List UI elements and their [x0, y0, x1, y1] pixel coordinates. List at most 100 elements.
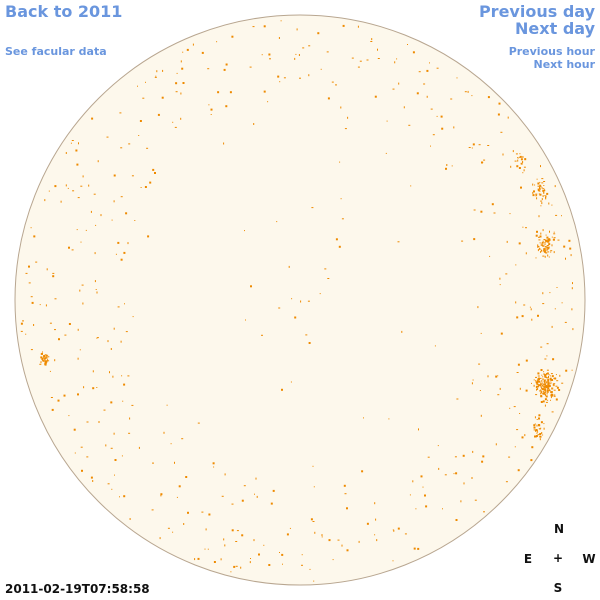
facula-point: [134, 220, 136, 221]
facula-point: [413, 547, 416, 550]
facula-point: [44, 358, 46, 361]
facula-point: [80, 185, 83, 187]
facula-point: [544, 375, 547, 378]
facula-point: [430, 108, 433, 110]
facula-point: [166, 404, 168, 406]
facula-point: [71, 140, 74, 141]
facula-point: [74, 452, 76, 454]
facula-point: [540, 205, 542, 207]
facula-point: [497, 375, 499, 377]
facula-point: [537, 185, 540, 187]
facula-point: [110, 401, 113, 404]
facula-point: [252, 26, 255, 28]
facula-point: [545, 234, 547, 236]
facula-point: [25, 333, 27, 335]
facula-point: [544, 255, 546, 258]
facula-point: [43, 355, 46, 357]
facula-point: [314, 531, 316, 534]
facula-point: [450, 98, 453, 100]
facula-point: [538, 193, 540, 195]
facula-point: [502, 153, 504, 156]
facula-point: [532, 194, 535, 197]
facula-point: [522, 156, 524, 158]
back-to-year-link[interactable]: Back to 2011: [5, 2, 123, 21]
facula-point: [472, 143, 475, 146]
facula-point: [536, 431, 538, 433]
facula-point: [534, 423, 536, 425]
facula-point: [301, 564, 303, 566]
facula-point: [91, 117, 94, 120]
facula-point: [77, 197, 80, 199]
facula-point: [472, 379, 474, 381]
facula-point: [386, 120, 388, 122]
previous-hour-link[interactable]: Previous hour: [508, 45, 595, 58]
facula-point: [20, 322, 23, 325]
facula-point: [547, 381, 549, 383]
next-day-link[interactable]: Next day: [515, 19, 595, 38]
facula-point: [263, 90, 266, 93]
facula-point: [283, 77, 286, 79]
facula-point: [312, 521, 315, 522]
facula-point: [551, 244, 553, 247]
facula-point: [518, 156, 520, 158]
facula-point: [272, 489, 275, 492]
facula-point: [79, 349, 81, 351]
facula-point: [572, 328, 574, 331]
facula-point: [220, 558, 222, 561]
facula-point: [254, 493, 255, 495]
facula-point: [427, 456, 430, 458]
facula-point: [278, 307, 281, 309]
facula-point: [424, 494, 426, 497]
facula-point: [105, 444, 107, 447]
facula-point: [516, 372, 519, 373]
facula-point: [233, 565, 236, 568]
facula-point: [231, 529, 234, 532]
facula-point: [403, 106, 405, 109]
facula-point: [186, 48, 189, 51]
facula-point: [541, 387, 543, 390]
facula-point: [546, 248, 548, 251]
facula-point: [542, 434, 544, 436]
facula-point: [156, 70, 158, 73]
facula-point: [213, 466, 215, 468]
facula-point: [82, 302, 84, 305]
facula-point: [255, 477, 257, 480]
facula-point: [210, 108, 213, 111]
facula-point: [280, 20, 282, 22]
facula-point: [385, 152, 387, 154]
facula-point: [533, 190, 535, 193]
facula-point: [539, 438, 541, 441]
facula-point: [547, 240, 550, 243]
facula-point: [544, 383, 547, 385]
facula-point: [344, 128, 347, 130]
facula-point: [308, 45, 311, 47]
facula-point: [480, 332, 482, 334]
facula-point: [407, 44, 408, 45]
next-hour-link[interactable]: Next hour: [533, 58, 596, 71]
facula-point: [445, 167, 447, 170]
observation-timestamp: 2011-02-19T07:58:58: [5, 582, 150, 596]
facula-point: [546, 369, 549, 371]
facula-point: [417, 547, 420, 550]
facula-point: [471, 382, 473, 385]
facula-point: [175, 91, 178, 93]
facula-point: [90, 476, 93, 479]
facula-point: [145, 81, 146, 83]
facula-point: [45, 361, 47, 363]
see-facular-data-link[interactable]: See facular data: [5, 45, 107, 58]
facula-point: [539, 181, 541, 183]
facula-point: [534, 435, 536, 438]
facula-point: [351, 57, 354, 59]
facula-point: [534, 184, 536, 186]
facula-point: [541, 202, 543, 205]
previous-day-link[interactable]: Previous day: [478, 2, 595, 21]
facula-point: [269, 58, 271, 60]
facula-point: [571, 308, 573, 311]
facula-point: [540, 184, 542, 187]
facula-point: [541, 374, 543, 376]
facula-point: [76, 229, 78, 231]
facula-point: [213, 561, 216, 563]
facula-point: [85, 229, 87, 231]
facula-point: [556, 380, 559, 382]
facula-point: [263, 25, 266, 28]
